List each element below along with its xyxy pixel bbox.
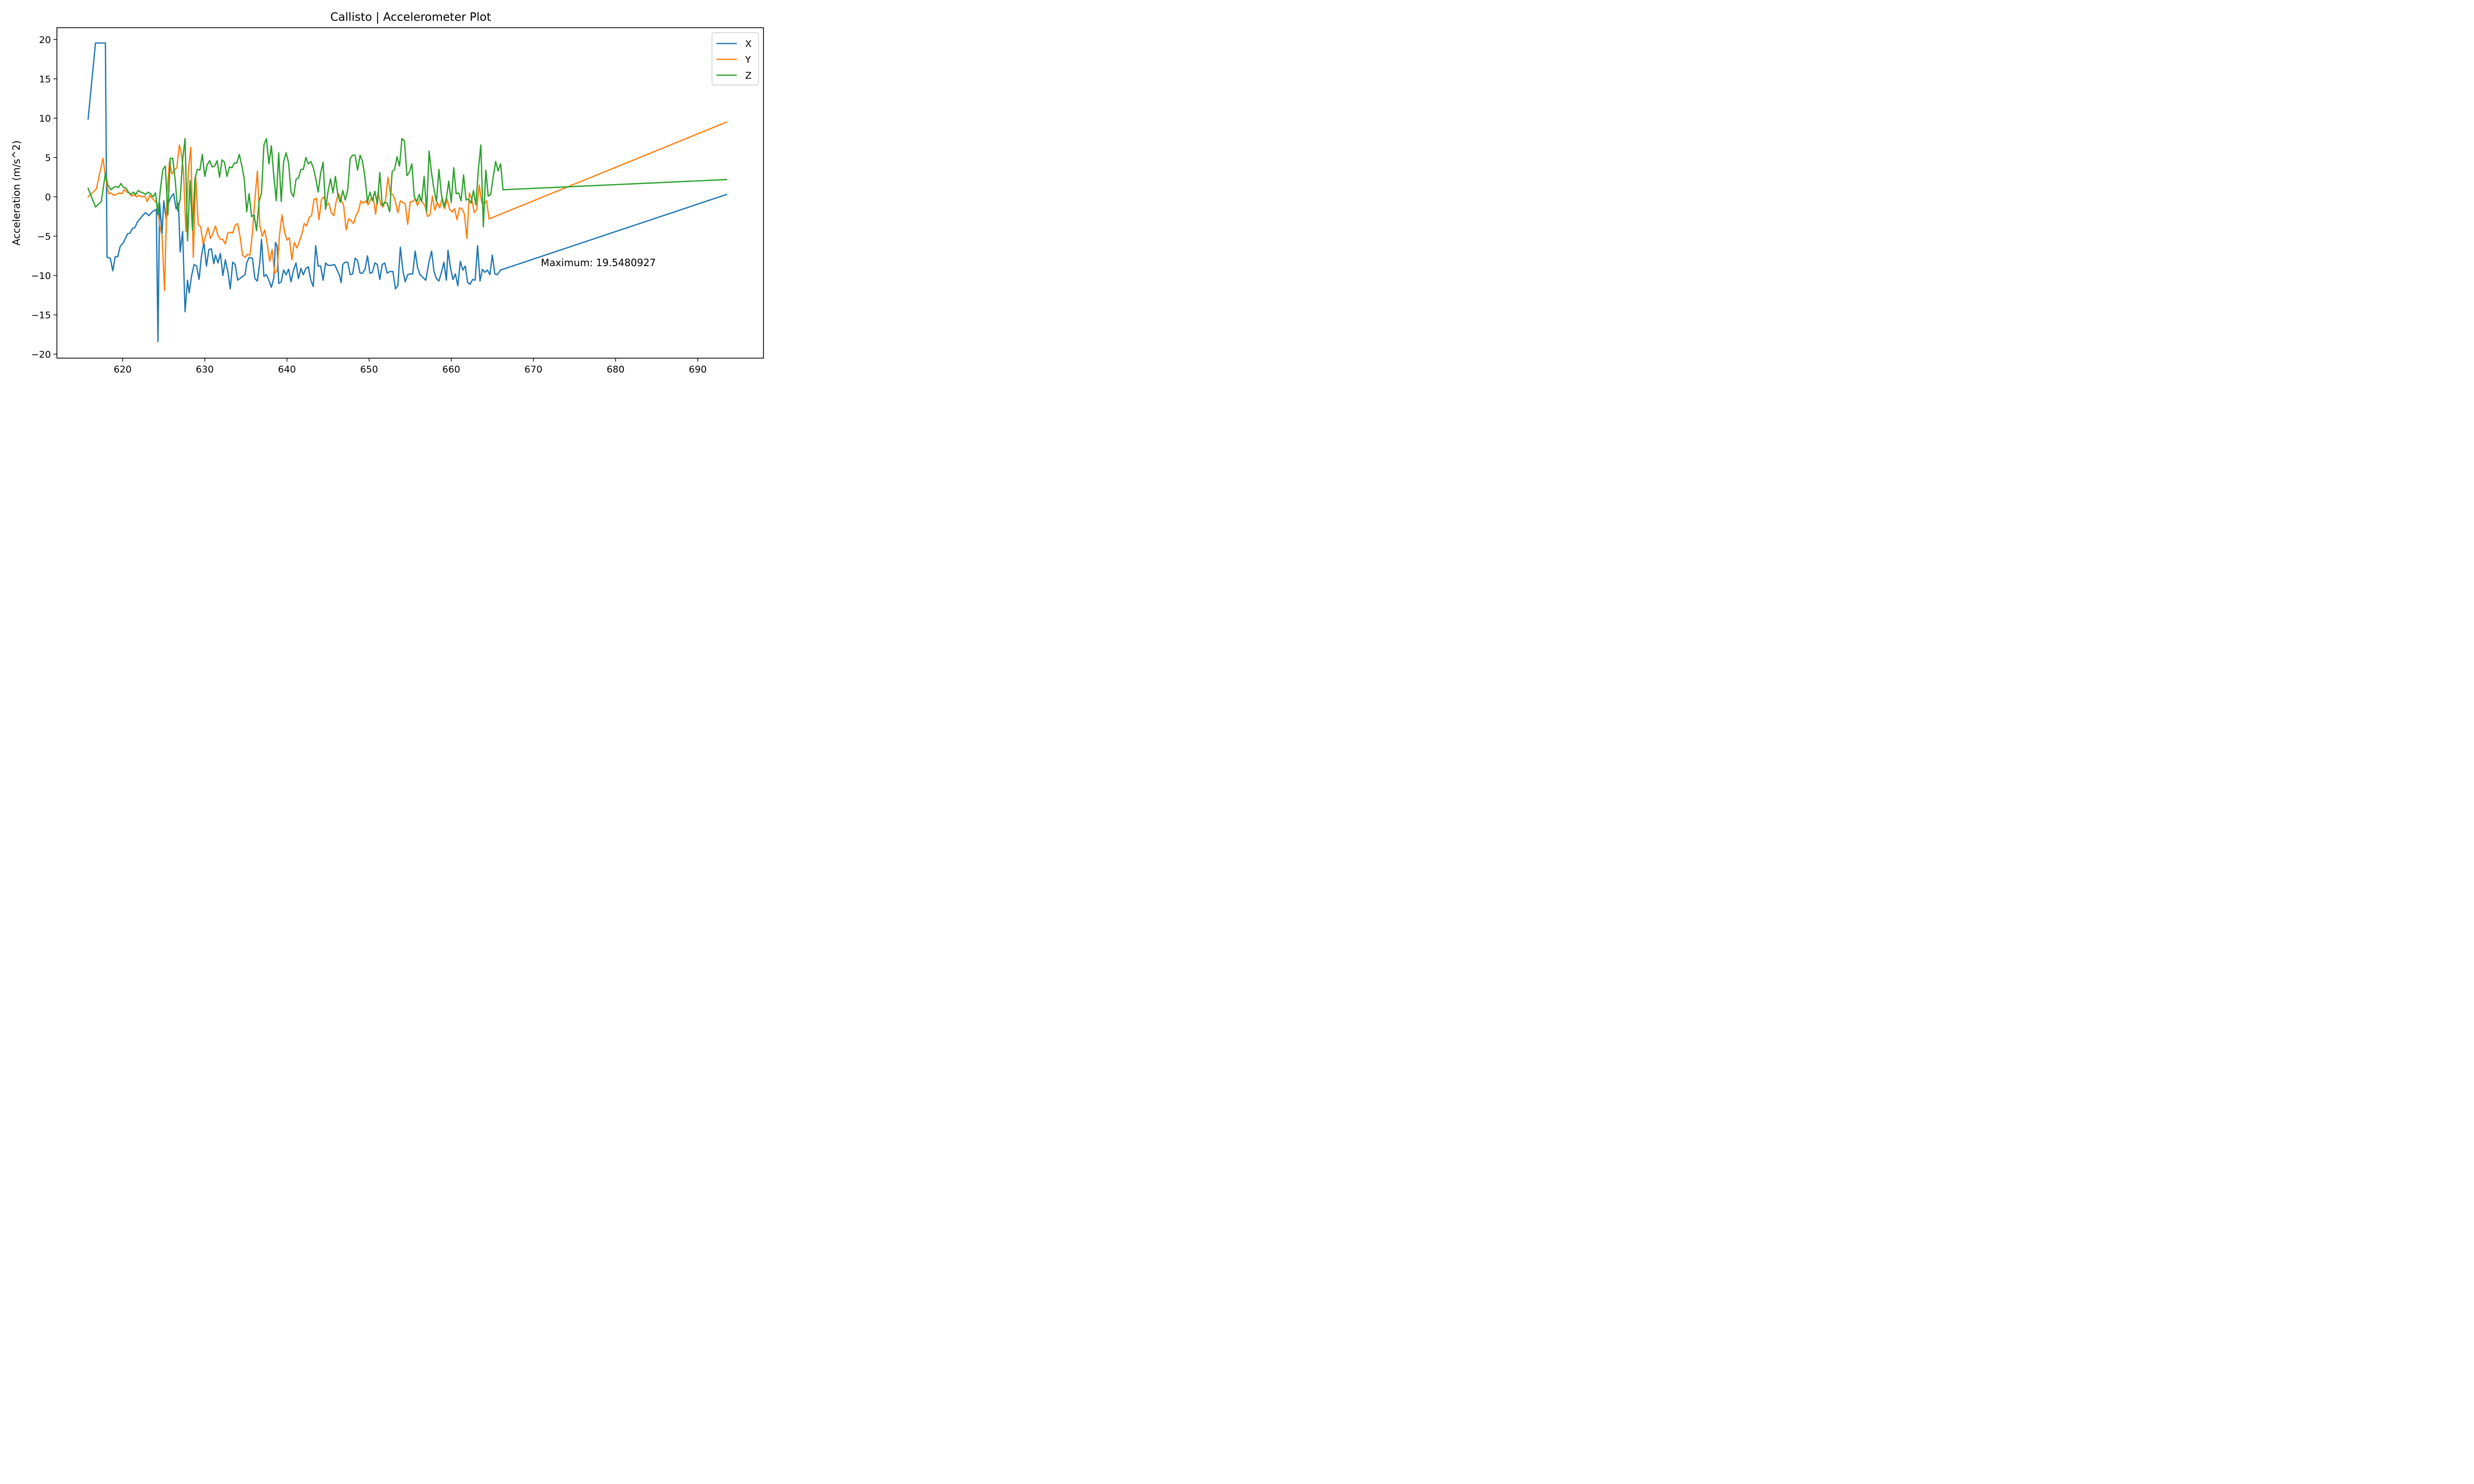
x-tick-label: 620: [114, 364, 132, 375]
y-tick-label: −10: [31, 271, 51, 281]
x-tick-label: 670: [524, 364, 542, 375]
legend-label-y: Y: [745, 54, 751, 65]
x-tick-label: 690: [689, 364, 707, 375]
x-tick-label: 640: [278, 364, 296, 375]
annotation-text: Maximum: 19.5480927: [541, 257, 656, 269]
y-tick-label: 20: [39, 35, 51, 46]
series-line-z: [87, 138, 727, 242]
x-tick-label: 680: [607, 364, 624, 375]
y-tick-label: −15: [31, 310, 51, 321]
legend-label-x: X: [745, 39, 752, 49]
y-tick-label: −20: [31, 349, 51, 360]
series-layer: [87, 42, 727, 342]
x-tick-label: 630: [196, 364, 214, 375]
y-axis-label: Acceleration (m/s^2): [10, 140, 22, 245]
y-tick-label: 10: [39, 113, 51, 124]
y-tick-label: 15: [39, 74, 51, 85]
y-tick-label: −5: [37, 231, 51, 242]
y-tick-label: 0: [45, 192, 51, 203]
axes-layer: 620 630 640 650 660 670 680 690 20 15 10 5 0 −5 −10 −15…: [31, 27, 764, 375]
chart-title: Callisto | Accelerometer Plot: [331, 11, 491, 24]
x-tick-label: 650: [360, 364, 378, 375]
plot-frame: [56, 27, 764, 359]
x-tick-label: 660: [442, 364, 460, 375]
legend-label-z: Z: [745, 70, 752, 81]
y-tick-label: 5: [45, 152, 51, 163]
accelerometer-chart: Callisto | Accelerometer Plot Accelerati…: [0, 0, 776, 388]
legend: XYZ: [712, 32, 759, 86]
